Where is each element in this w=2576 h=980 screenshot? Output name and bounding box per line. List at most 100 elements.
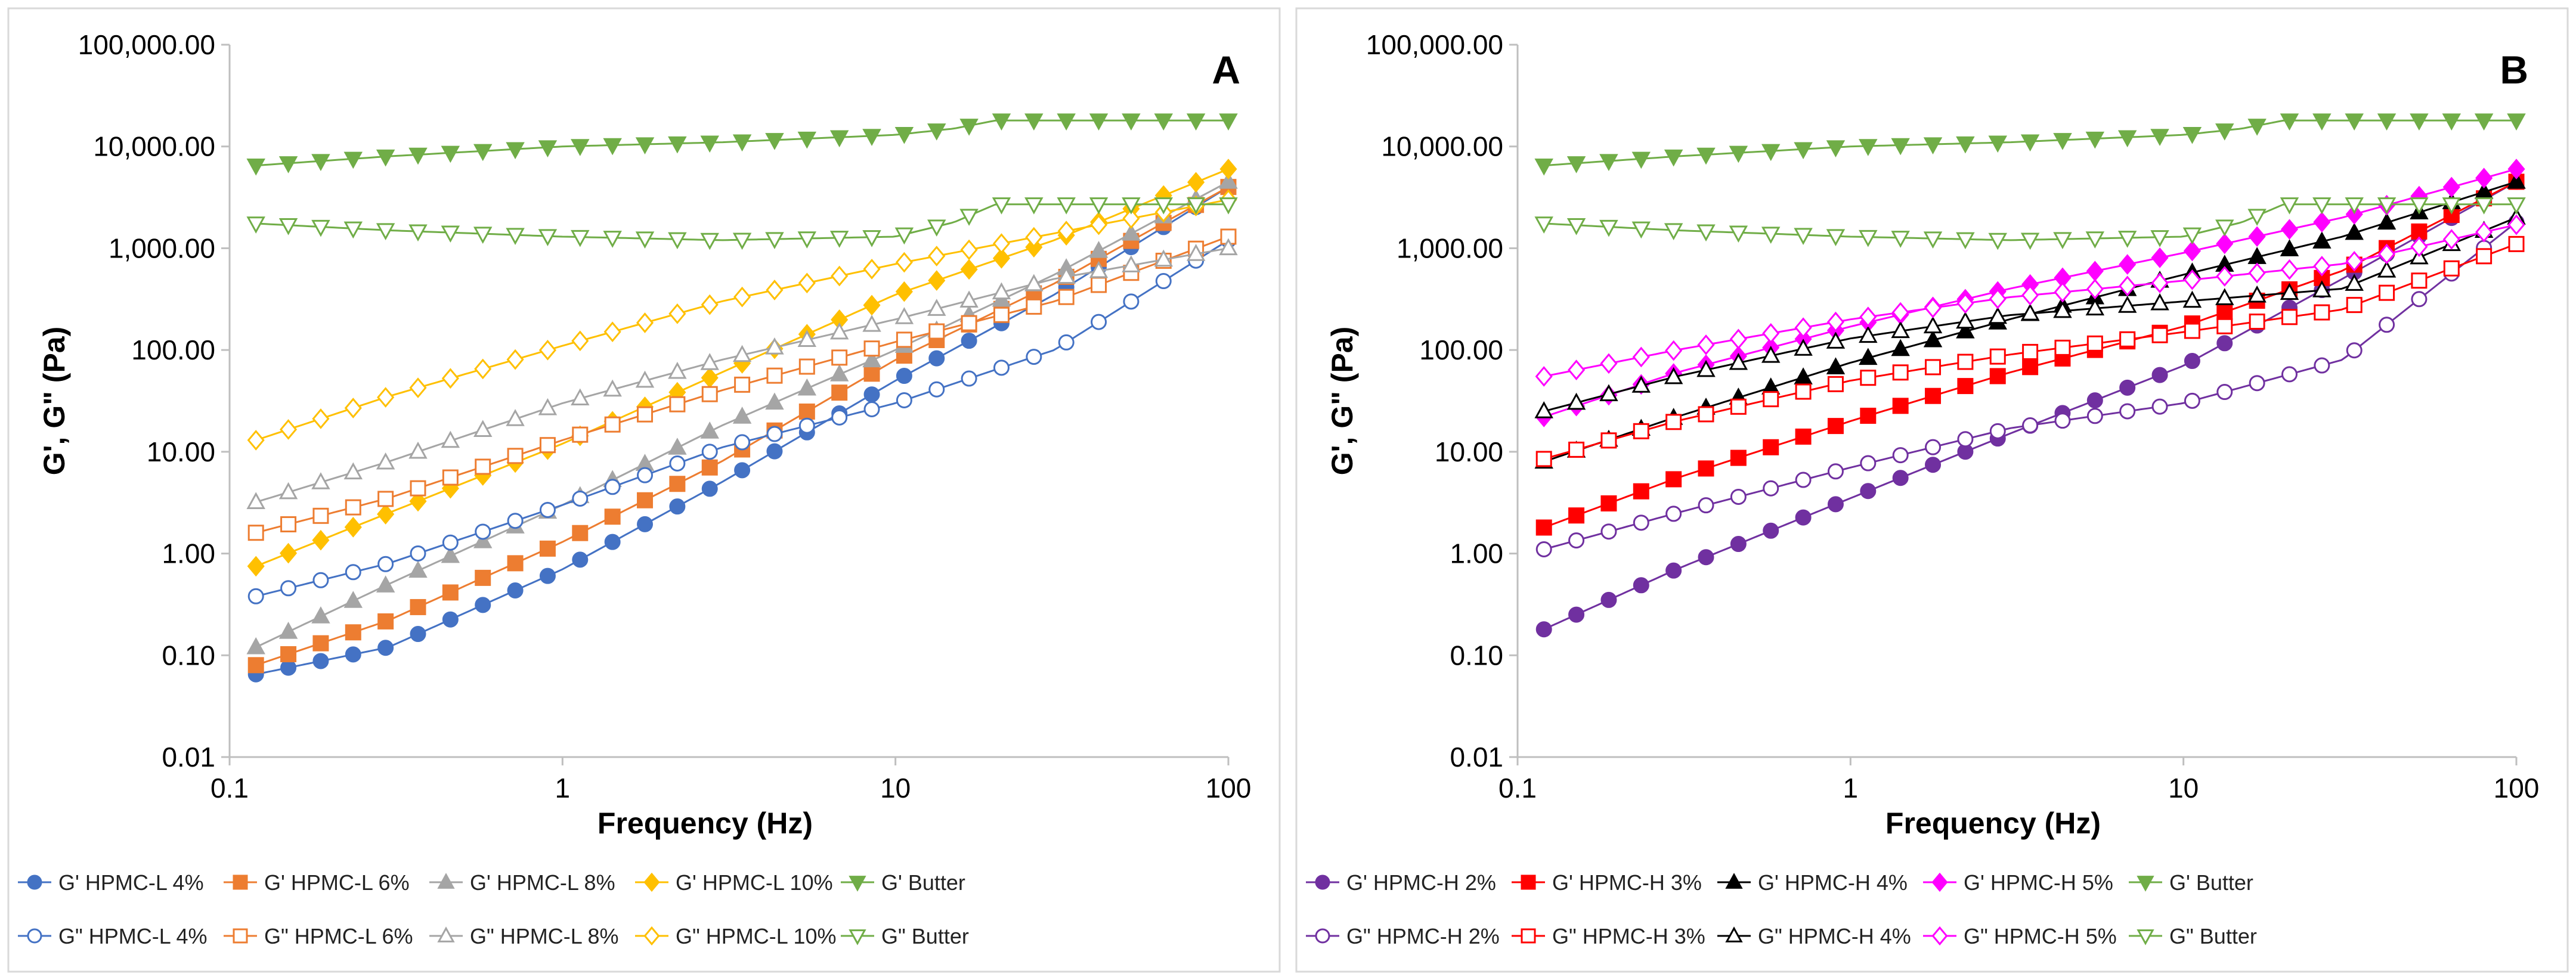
data-point (635, 137, 655, 154)
legend-label: G' HPMC-H 4% (1758, 870, 1908, 895)
data-point (1892, 398, 1909, 414)
data-point (507, 448, 524, 464)
data-point (1599, 154, 1618, 172)
data-point (2119, 379, 2136, 396)
legend-marker (849, 876, 866, 892)
legend-item: G" HPMC-L 10% (635, 924, 837, 948)
data-point (1600, 432, 1617, 449)
data-point (247, 525, 264, 541)
y-tick-label: 10,000.00 (93, 131, 215, 162)
data-point (2020, 303, 2040, 321)
data-point (572, 490, 589, 507)
data-point (732, 232, 752, 250)
data-point (1696, 147, 1716, 165)
data-point (1763, 522, 1779, 539)
data-point (701, 480, 718, 497)
legend-item: G" HPMC-L 8% (429, 924, 619, 948)
data-point (2507, 159, 2525, 179)
data-point (377, 491, 394, 507)
data-point (637, 492, 654, 508)
data-point (1057, 113, 1076, 131)
data-point (1989, 348, 2006, 365)
data-point (247, 588, 264, 604)
data-point (2442, 176, 2460, 198)
data-point (1696, 359, 1716, 377)
data-point (2151, 247, 2169, 268)
data-point (246, 216, 265, 234)
data-point (247, 430, 265, 451)
data-point (896, 392, 912, 408)
legend-marker (1725, 873, 1743, 889)
legend-marker (643, 872, 660, 892)
data-point (312, 653, 329, 669)
data-point (2411, 291, 2428, 308)
data-point (2022, 359, 2039, 376)
data-point (1860, 455, 1877, 472)
data-point (700, 232, 719, 250)
legend-label: G' Butter (881, 870, 965, 895)
data-point (2053, 133, 2072, 150)
data-point (2054, 281, 2072, 303)
data-point (1925, 457, 1942, 473)
data-point (2314, 357, 2330, 374)
data-point (1219, 172, 1238, 189)
x-axis-label: Frequency (Hz) (1885, 807, 2101, 840)
series-group (1535, 235, 2525, 467)
data-point (733, 286, 751, 308)
data-point (2280, 219, 2299, 240)
data-point (863, 294, 881, 316)
data-point (1956, 232, 1975, 250)
data-point (1186, 113, 1206, 131)
data-point (376, 149, 395, 167)
data-point (1763, 391, 1779, 408)
legend-label: G" HPMC-L 6% (264, 924, 413, 948)
data-point (1600, 591, 1617, 608)
data-point (278, 156, 298, 173)
data-point (894, 307, 914, 324)
data-point (2086, 278, 2104, 300)
data-point (475, 597, 491, 613)
data-point (1827, 376, 1844, 392)
data-point (280, 419, 298, 440)
data-point (829, 231, 849, 248)
data-point (603, 321, 621, 342)
legend-marker (1521, 928, 1536, 944)
data-point (572, 551, 589, 568)
data-point (410, 480, 426, 497)
data-point (2184, 353, 2200, 370)
data-point (701, 386, 718, 402)
data-point (1795, 509, 1812, 526)
data-point (1122, 224, 1141, 241)
data-point (993, 306, 1010, 323)
data-point (927, 219, 946, 237)
data-point (637, 467, 654, 483)
data-point (863, 365, 880, 382)
data-point (1154, 113, 1174, 131)
series-group (1534, 113, 2526, 176)
data-point (2377, 212, 2397, 230)
data-point (2346, 342, 2363, 359)
data-point (1988, 135, 2007, 153)
legend-item: G' HPMC-H 4% (1717, 870, 1908, 895)
data-point (2182, 126, 2202, 144)
data-point (1665, 505, 1682, 522)
data-point (377, 504, 395, 525)
data-point (1794, 339, 1813, 356)
data-point (2345, 113, 2364, 131)
data-point (1989, 423, 2006, 439)
data-point (992, 233, 1011, 254)
data-point (2345, 274, 2364, 291)
data-point (635, 370, 655, 388)
data-point (311, 219, 330, 237)
data-point (1534, 158, 1553, 176)
data-point (2086, 408, 2103, 424)
data-point (1730, 449, 1747, 466)
data-point (377, 613, 394, 629)
data-point (1122, 113, 1141, 131)
data-point (668, 303, 686, 324)
data-point (2507, 113, 2526, 131)
series-group (246, 238, 1238, 510)
data-point (1024, 113, 1044, 131)
data-point (1763, 480, 1779, 497)
data-point (2247, 209, 2267, 226)
